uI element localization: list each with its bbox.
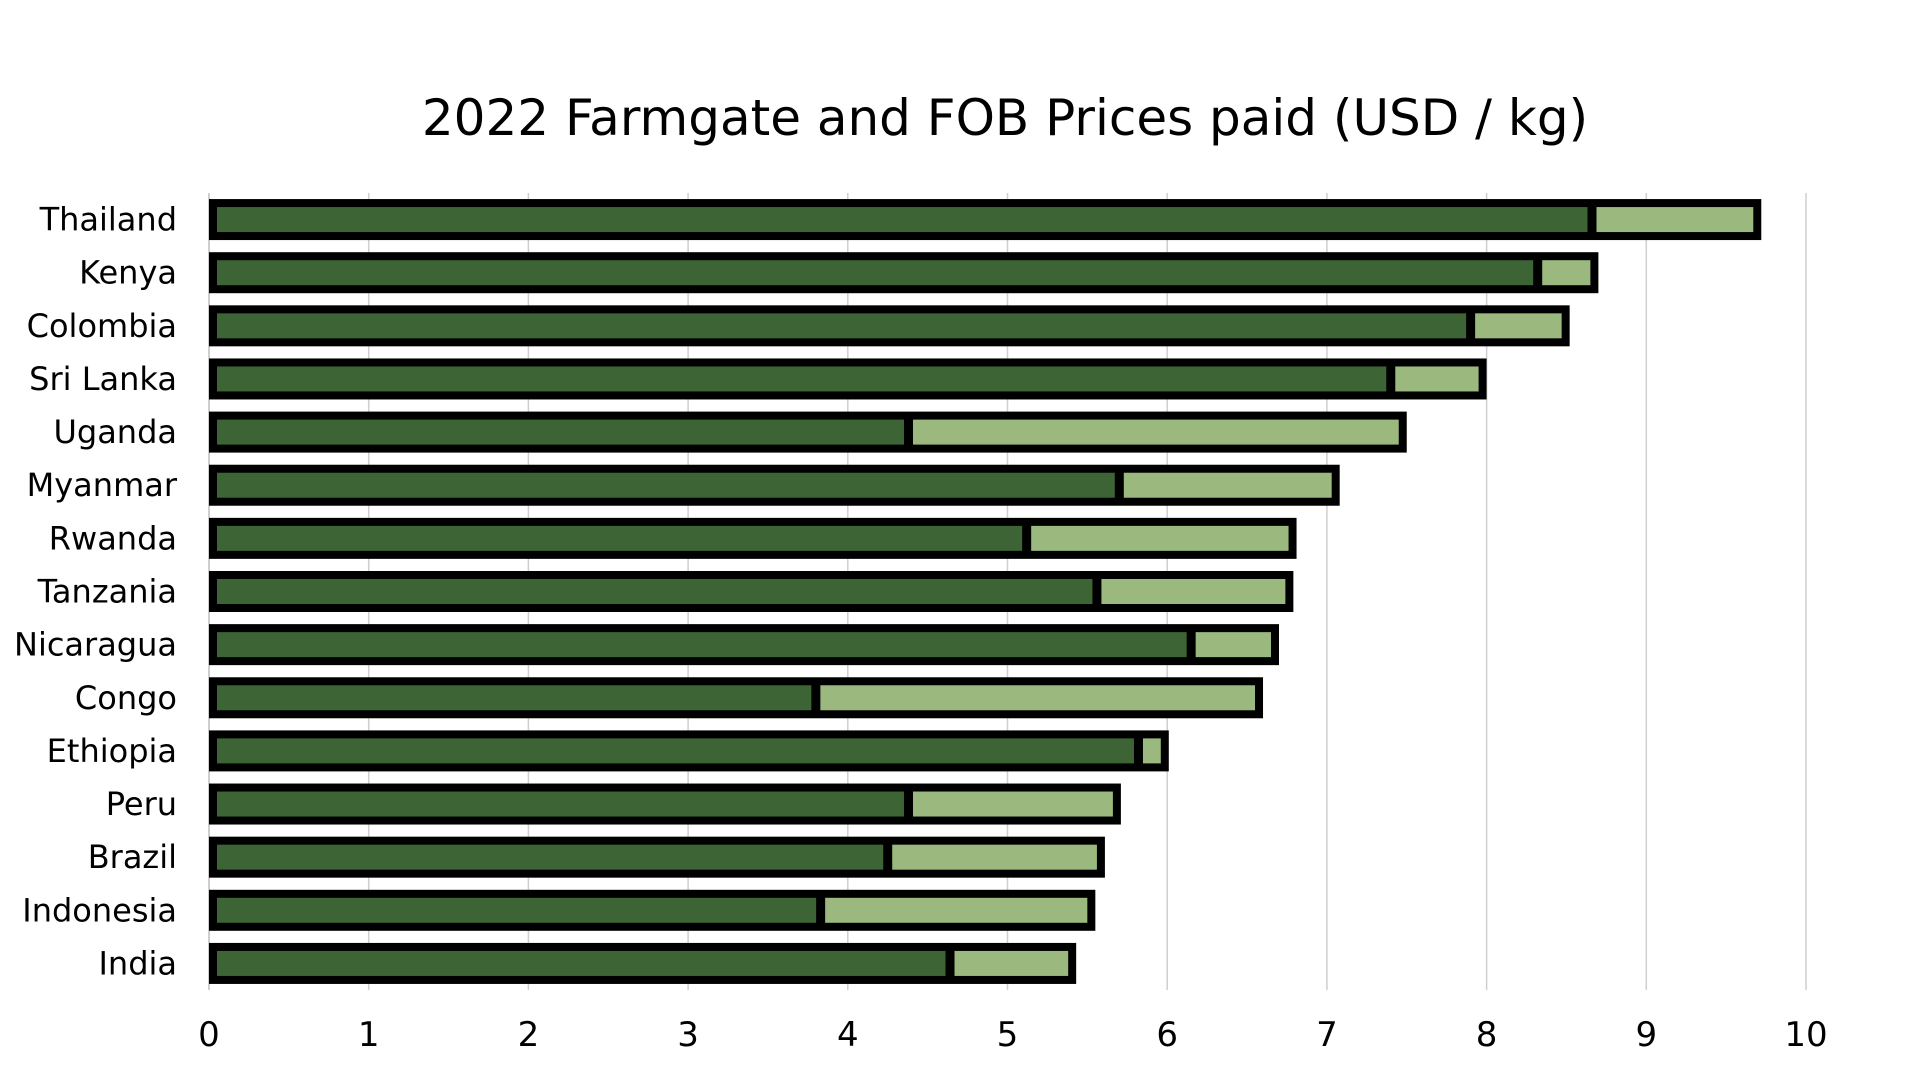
x-tick-label-8: 8	[1476, 1015, 1498, 1055]
category-label-ethiopia: Ethiopia	[47, 732, 177, 770]
category-label-kenya: Kenya	[79, 254, 177, 292]
category-label-congo: Congo	[75, 679, 177, 717]
x-tick-label-9: 9	[1635, 1015, 1657, 1055]
chart-title: 2022 Farmgate and FOB Prices paid (USD /…	[422, 89, 1588, 147]
bar-segment-light-kenya	[1542, 260, 1591, 286]
category-label-myanmar: Myanmar	[27, 466, 178, 504]
category-label-colombia: Colombia	[27, 307, 177, 345]
x-tick-label-3: 3	[677, 1015, 699, 1055]
bar-row-uganda	[209, 411, 1407, 453]
bar-segment-light-myanmar	[1123, 472, 1332, 498]
bar-segment-dark-indonesia	[217, 897, 817, 923]
x-tick-label-0: 0	[198, 1015, 220, 1055]
category-label-brazil: Brazil	[88, 838, 177, 876]
category-label-peru: Peru	[106, 785, 177, 823]
bar-segment-dark-india	[217, 950, 946, 976]
bar-row-sri-lanka	[209, 358, 1487, 400]
bar-row-nicaragua	[209, 624, 1279, 666]
bar-row-rwanda	[209, 517, 1297, 559]
x-tick-labels: 0 1 2 3 4 5 6 7 8 9 10	[198, 1015, 1827, 1055]
bar-segment-dark-kenya	[217, 260, 1534, 286]
category-label-tanzania: Tanzania	[37, 573, 177, 611]
bar-segment-dark-ethiopia	[217, 738, 1134, 764]
bar-segment-light-colombia	[1475, 313, 1562, 339]
bar-segment-dark-brazil	[217, 844, 884, 870]
bar-row-india	[209, 942, 1077, 984]
bar-segment-light-nicaragua	[1195, 632, 1271, 658]
bar-row-tanzania	[209, 571, 1294, 612]
category-label-nicaragua: Nicaragua	[14, 626, 177, 664]
bar-row-peru	[209, 783, 1121, 825]
x-tick-label-2: 2	[518, 1015, 540, 1055]
bar-segment-dark-myanmar	[217, 472, 1115, 498]
bar-row-brazil	[209, 836, 1105, 878]
bar-segment-light-tanzania	[1101, 579, 1286, 604]
x-tick-label-5: 5	[997, 1015, 1019, 1055]
bars	[209, 199, 1762, 984]
bar-segment-light-rwanda	[1031, 525, 1289, 551]
category-label-sri-lanka: Sri Lanka	[29, 360, 177, 398]
bar-row-kenya	[209, 252, 1599, 294]
category-label-thailand: Thailand	[39, 201, 177, 239]
bar-segment-light-india	[954, 950, 1069, 976]
x-tick-label-1: 1	[358, 1015, 380, 1055]
bar-segment-dark-tanzania	[217, 579, 1093, 604]
bar-row-ethiopia	[209, 730, 1169, 772]
bar-segment-light-congo	[820, 685, 1256, 711]
bar-segment-dark-thailand	[217, 207, 1588, 233]
bar-segment-light-peru	[912, 791, 1113, 817]
bar-segment-dark-peru	[217, 791, 904, 817]
bar-segment-dark-rwanda	[217, 525, 1023, 551]
category-labels: Thailand Kenya Colombia Sri Lanka Uganda Myan…	[14, 201, 178, 983]
bar-segment-dark-uganda	[217, 419, 904, 445]
x-tick-label-4: 4	[837, 1015, 859, 1055]
category-label-uganda: Uganda	[53, 413, 177, 451]
bar-segment-dark-congo	[217, 685, 812, 711]
bar-segment-light-sri-lanka	[1395, 366, 1479, 392]
bar-row-myanmar	[209, 464, 1340, 506]
x-tick-label-6: 6	[1156, 1015, 1178, 1055]
bar-segment-light-uganda	[912, 419, 1399, 445]
bar-segment-light-brazil	[892, 844, 1097, 870]
bar-row-thailand	[209, 199, 1762, 241]
bar-segment-light-indonesia	[825, 897, 1088, 923]
bar-segment-light-thailand	[1596, 207, 1754, 233]
bar-row-colombia	[209, 305, 1570, 347]
bar-segment-dark-sri-lanka	[217, 366, 1387, 392]
bar-segment-dark-colombia	[217, 313, 1467, 339]
bar-row-congo	[209, 677, 1264, 719]
x-tick-label-7: 7	[1316, 1015, 1338, 1055]
category-label-rwanda: Rwanda	[49, 519, 177, 557]
bar-segment-light-ethiopia	[1142, 738, 1161, 764]
bar-row-indonesia	[209, 889, 1096, 931]
x-tick-label-10: 10	[1784, 1015, 1827, 1055]
bar-segment-dark-nicaragua	[217, 632, 1187, 658]
category-label-indonesia: Indonesia	[22, 891, 177, 929]
category-label-india: India	[98, 944, 177, 982]
